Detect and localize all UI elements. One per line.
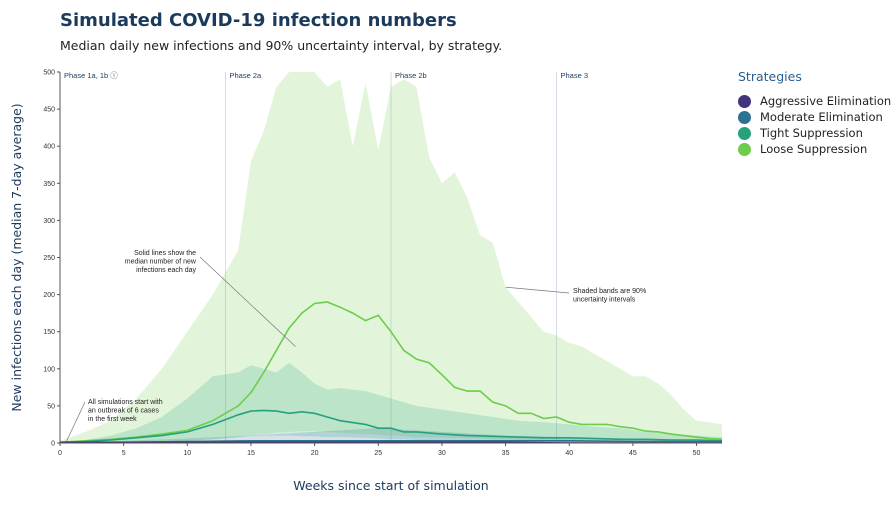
y-tick-label-500: 500 bbox=[43, 70, 55, 77]
phase-label-phase-2b: Phase 2b bbox=[395, 71, 427, 80]
x-tick-label-5: 5 bbox=[122, 450, 126, 457]
annotation-median-line-2: infections each day bbox=[136, 267, 196, 274]
y-tick-label-300: 300 bbox=[43, 218, 55, 225]
annotation-start-line-0: All simulations start with bbox=[88, 399, 163, 406]
annotation-median-line-0: Solid lines show the bbox=[134, 250, 196, 257]
line-aggressive-elimination bbox=[60, 441, 722, 443]
x-tick-label-50: 50 bbox=[693, 450, 701, 457]
x-tick-label-10: 10 bbox=[183, 450, 191, 457]
legend-item-aggressive-elimination[interactable]: Aggressive Elimination bbox=[738, 93, 891, 109]
legend-swatch-loose-suppression bbox=[738, 142, 751, 156]
x-tick-label-35: 35 bbox=[502, 450, 510, 457]
legend-item-loose-suppression[interactable]: Loose Suppression bbox=[738, 141, 891, 157]
band-moderate-elimination bbox=[60, 428, 722, 443]
legend-label-tight-suppression: Tight Suppression bbox=[760, 126, 863, 140]
chart-title: Simulated COVID-19 infection numbers bbox=[60, 10, 457, 31]
y-tick-label-100: 100 bbox=[43, 366, 55, 373]
phase-label-phase-2a: Phase 2a bbox=[230, 71, 263, 80]
y-tick-label-0: 0 bbox=[51, 441, 55, 448]
annotation-leader-bands bbox=[505, 286, 570, 294]
annotation-bands-line-0: Shaded bands are 90% bbox=[573, 288, 646, 295]
legend-swatch-moderate-elimination bbox=[738, 110, 751, 124]
x-tick-label-25: 25 bbox=[374, 450, 382, 457]
legend: Strategies Aggressive Elimination Modera… bbox=[738, 69, 891, 157]
chart-subtitle: Median daily new infections and 90% unce… bbox=[60, 38, 503, 53]
annotation-leader-start bbox=[66, 401, 86, 442]
annotation-start-line-1: an outbreak of 6 cases bbox=[88, 408, 159, 415]
x-tick-label-0: 0 bbox=[58, 450, 62, 457]
legend-item-tight-suppression[interactable]: Tight Suppression bbox=[738, 125, 891, 141]
legend-label-moderate-elimination: Moderate Elimination bbox=[760, 110, 883, 124]
legend-swatch-aggressive-elimination bbox=[738, 94, 751, 108]
band-loose-suppression bbox=[60, 72, 722, 443]
annotation-leader-median bbox=[199, 256, 296, 347]
y-tick-label-150: 150 bbox=[43, 329, 55, 336]
legend-label-aggressive-elimination: Aggressive Elimination bbox=[760, 94, 892, 108]
x-tick-label-30: 30 bbox=[438, 450, 446, 457]
legend-item-moderate-elimination[interactable]: Moderate Elimination bbox=[738, 109, 891, 125]
legend-label-loose-suppression: Loose Suppression bbox=[760, 142, 868, 156]
annotation-median-line-1: median number of new bbox=[125, 259, 197, 266]
y-tick-label-250: 250 bbox=[43, 255, 55, 262]
phase-label-phase-3: Phase 3 bbox=[561, 71, 589, 80]
x-tick-label-15: 15 bbox=[247, 450, 255, 457]
y-tick-label-450: 450 bbox=[43, 107, 55, 114]
annotation-start-line-2: in the first week bbox=[88, 416, 137, 423]
line-loose-suppression bbox=[60, 301, 722, 443]
y-tick-label-350: 350 bbox=[43, 181, 55, 188]
legend-title: Strategies bbox=[738, 69, 802, 84]
phase-label-phase-1a-1b: Phase 1a, 1b ⓘ bbox=[64, 71, 118, 80]
x-tick-label-45: 45 bbox=[629, 450, 637, 457]
band-tight-suppression bbox=[60, 362, 722, 443]
x-axis-title: Weeks since start of simulation bbox=[293, 478, 488, 493]
line-tight-suppression bbox=[60, 409, 722, 443]
y-axis-title: New infections each day (median 7-day av… bbox=[9, 103, 24, 411]
x-tick-label-20: 20 bbox=[311, 450, 319, 457]
y-tick-label-400: 400 bbox=[43, 144, 55, 151]
y-tick-label-50: 50 bbox=[47, 403, 55, 410]
annotation-bands-line-1: uncertainty intervals bbox=[573, 297, 636, 304]
legend-swatch-tight-suppression bbox=[738, 126, 751, 140]
y-tick-label-200: 200 bbox=[43, 292, 55, 299]
x-tick-label-40: 40 bbox=[565, 450, 573, 457]
